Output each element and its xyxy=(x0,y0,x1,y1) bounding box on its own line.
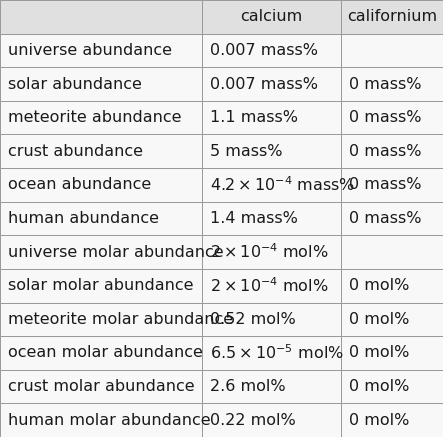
Text: 0 mol%: 0 mol% xyxy=(349,278,409,293)
Bar xyxy=(202,168,341,202)
Bar xyxy=(341,34,443,67)
Bar xyxy=(0,67,202,101)
Bar xyxy=(202,403,341,437)
Bar xyxy=(0,101,202,135)
Text: californium: californium xyxy=(347,9,437,24)
Bar xyxy=(341,67,443,101)
Bar xyxy=(0,336,202,370)
Text: ocean abundance: ocean abundance xyxy=(8,177,151,192)
Text: 2.6 mol%: 2.6 mol% xyxy=(210,379,285,394)
Bar xyxy=(202,336,341,370)
Text: 1.1 mass%: 1.1 mass% xyxy=(210,110,298,125)
Text: crust molar abundance: crust molar abundance xyxy=(8,379,194,394)
Bar xyxy=(341,135,443,168)
Text: 0 mass%: 0 mass% xyxy=(349,76,422,91)
Bar xyxy=(0,269,202,302)
Text: human abundance: human abundance xyxy=(8,211,159,226)
Text: 0 mol%: 0 mol% xyxy=(349,346,409,361)
Bar xyxy=(341,269,443,302)
Text: 0 mass%: 0 mass% xyxy=(349,110,422,125)
Text: universe molar abundance: universe molar abundance xyxy=(8,245,224,260)
Bar xyxy=(0,0,202,34)
Text: $4.2\times10^{-4}$ mass%: $4.2\times10^{-4}$ mass% xyxy=(210,176,355,194)
Bar xyxy=(0,34,202,67)
Bar xyxy=(341,403,443,437)
Text: solar molar abundance: solar molar abundance xyxy=(8,278,194,293)
Text: $6.5\times10^{-5}$ mol%: $6.5\times10^{-5}$ mol% xyxy=(210,343,343,362)
Bar xyxy=(202,302,341,336)
Bar xyxy=(341,370,443,403)
Bar xyxy=(341,202,443,235)
Text: calcium: calcium xyxy=(240,9,303,24)
Bar xyxy=(341,168,443,202)
Bar xyxy=(0,202,202,235)
Bar xyxy=(202,67,341,101)
Text: 0 mass%: 0 mass% xyxy=(349,211,422,226)
Bar xyxy=(202,34,341,67)
Bar xyxy=(202,202,341,235)
Bar xyxy=(202,135,341,168)
Text: 0.007 mass%: 0.007 mass% xyxy=(210,76,318,91)
Text: 1.4 mass%: 1.4 mass% xyxy=(210,211,297,226)
Text: $2\times10^{-4}$ mol%: $2\times10^{-4}$ mol% xyxy=(210,243,328,261)
Text: 0.007 mass%: 0.007 mass% xyxy=(210,43,318,58)
Text: 0 mol%: 0 mol% xyxy=(349,413,409,428)
Bar xyxy=(202,235,341,269)
Bar xyxy=(341,336,443,370)
Text: $2\times10^{-4}$ mol%: $2\times10^{-4}$ mol% xyxy=(210,276,328,295)
Bar xyxy=(0,370,202,403)
Bar xyxy=(0,403,202,437)
Bar xyxy=(202,370,341,403)
Text: human molar abundance: human molar abundance xyxy=(8,413,210,428)
Bar xyxy=(341,302,443,336)
Bar xyxy=(202,0,341,34)
Bar xyxy=(0,168,202,202)
Text: 5 mass%: 5 mass% xyxy=(210,144,282,159)
Text: 0 mol%: 0 mol% xyxy=(349,312,409,327)
Bar xyxy=(341,235,443,269)
Text: 0.52 mol%: 0.52 mol% xyxy=(210,312,295,327)
Text: 0 mol%: 0 mol% xyxy=(349,379,409,394)
Text: ocean molar abundance: ocean molar abundance xyxy=(8,346,203,361)
Bar xyxy=(0,135,202,168)
Text: 0.22 mol%: 0.22 mol% xyxy=(210,413,295,428)
Bar xyxy=(341,101,443,135)
Bar xyxy=(0,302,202,336)
Text: universe abundance: universe abundance xyxy=(8,43,172,58)
Text: crust abundance: crust abundance xyxy=(8,144,143,159)
Bar xyxy=(0,235,202,269)
Bar xyxy=(202,101,341,135)
Text: meteorite abundance: meteorite abundance xyxy=(8,110,182,125)
Text: meteorite molar abundance: meteorite molar abundance xyxy=(8,312,233,327)
Text: solar abundance: solar abundance xyxy=(8,76,142,91)
Bar xyxy=(202,269,341,302)
Bar xyxy=(341,0,443,34)
Text: 0 mass%: 0 mass% xyxy=(349,144,422,159)
Text: 0 mass%: 0 mass% xyxy=(349,177,422,192)
